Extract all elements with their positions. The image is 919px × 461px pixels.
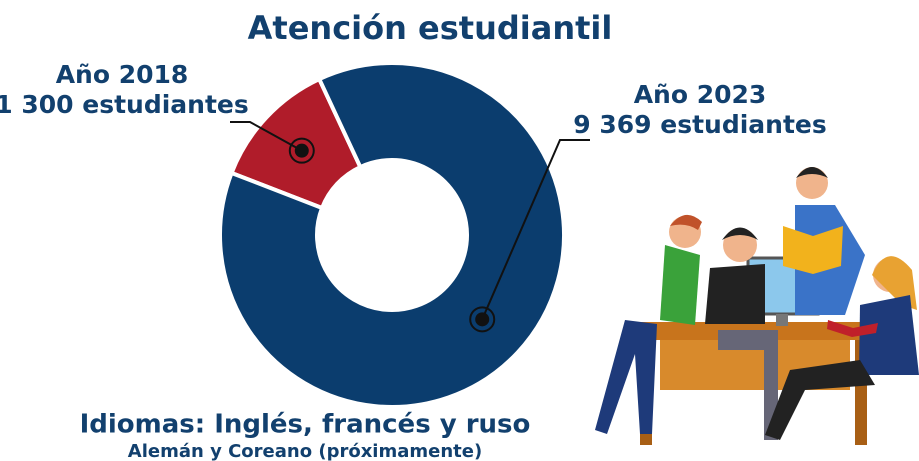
value-label: 1 300 estudiantes [0,90,249,119]
marker-dot [475,312,489,326]
category-label: Año 2023 [634,80,767,109]
category-label: Año 2018 [56,60,189,89]
chart-title: Atención estudiantil [248,9,613,47]
annotation: Alemán y Coreano (próximamente) [128,441,482,461]
donut [220,63,564,407]
annotation: Idiomas: Inglés, francés y ruso [80,410,531,440]
marker-dot [295,144,309,158]
students-illustration [595,167,919,445]
value-label: 9 369 estudiantes [573,110,827,139]
infographic: Atención estudiantil Idiomas: Inglés, fr… [0,0,919,461]
